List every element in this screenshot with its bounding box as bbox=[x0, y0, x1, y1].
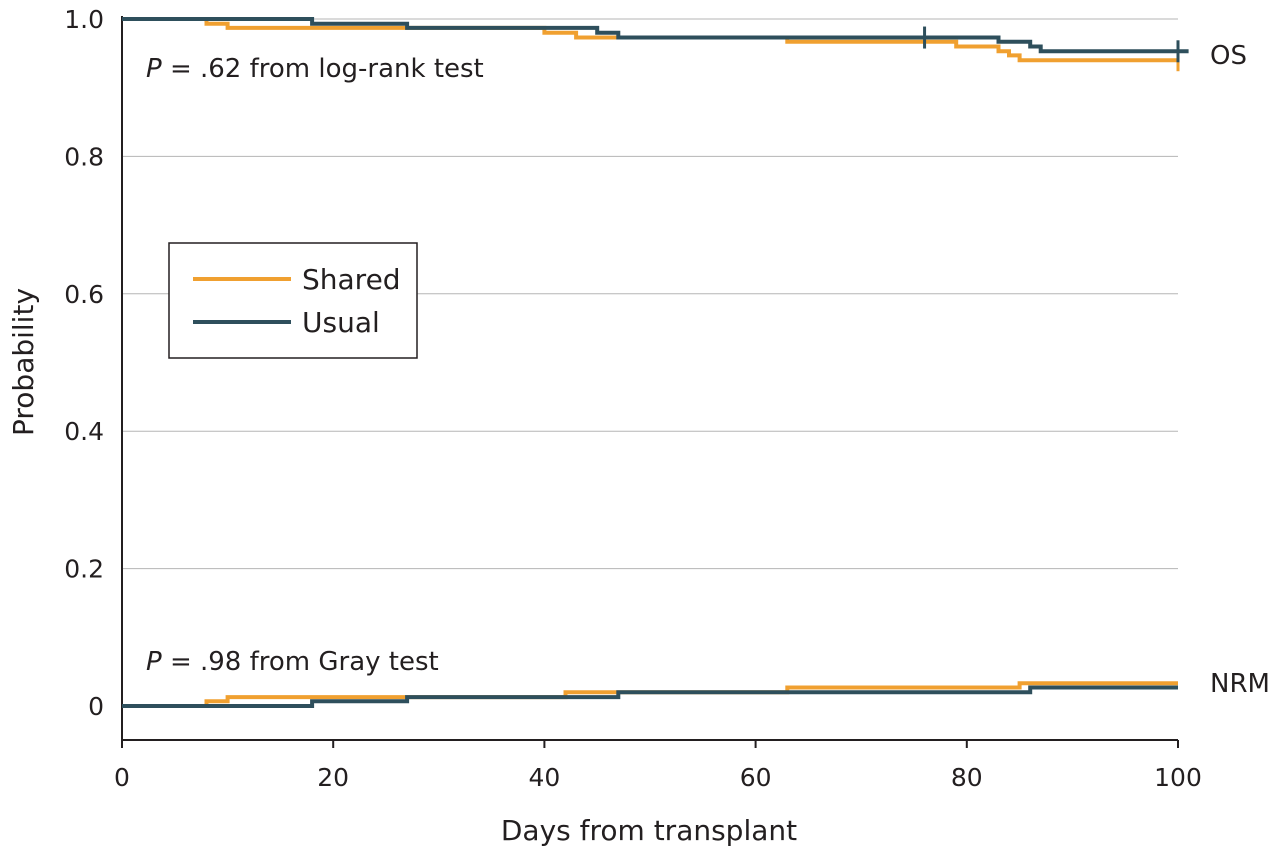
legend-box bbox=[168, 242, 418, 359]
os-shared-curve bbox=[122, 17, 1178, 63]
nrm-usual-curve bbox=[122, 685, 1178, 708]
legend-label-shared: Shared bbox=[302, 263, 401, 296]
y-axis-title: Probability bbox=[7, 288, 40, 436]
os-end-label: OS bbox=[1210, 41, 1247, 71]
os-test-annotation: P = .62 from log-rank test bbox=[146, 54, 484, 84]
nrm-shared-curve bbox=[122, 681, 1178, 708]
nrm-test-annotation: P = .98 from Gray test bbox=[146, 647, 439, 677]
y-tick-label: 0.2 bbox=[64, 555, 104, 584]
y-tick-label: 0.4 bbox=[64, 417, 104, 446]
x-tick-label: 80 bbox=[951, 763, 983, 792]
y-tick-label: 0.8 bbox=[64, 142, 104, 171]
x-tick-label: 20 bbox=[317, 763, 349, 792]
x-tick-label: 0 bbox=[114, 763, 130, 792]
os-usual-curve bbox=[122, 17, 1189, 54]
y-tick-label: 1.0 bbox=[64, 5, 104, 34]
x-tick-label: 100 bbox=[1154, 763, 1202, 792]
y-tick-label: 0.6 bbox=[64, 280, 104, 309]
os-p-symbol: P bbox=[146, 54, 162, 84]
x-tick-label: 40 bbox=[528, 763, 560, 792]
axes: 0 0.2 0.4 0.6 0.8 1.0 0 20 40 60 80 100 bbox=[64, 5, 1202, 792]
nrm-p-text: = .98 from Gray test bbox=[162, 647, 439, 677]
os-p-text: = .62 from log-rank test bbox=[162, 54, 484, 84]
nrm-end-label: NRM bbox=[1210, 669, 1270, 699]
y-tick-label: 0 bbox=[88, 692, 104, 721]
nrm-p-symbol: P bbox=[146, 647, 162, 677]
legend: Shared Usual bbox=[168, 242, 418, 359]
x-tick-label: 60 bbox=[740, 763, 772, 792]
x-axis-title: Days from transplant bbox=[501, 814, 797, 847]
curves bbox=[122, 17, 1189, 708]
legend-label-usual: Usual bbox=[302, 306, 380, 339]
